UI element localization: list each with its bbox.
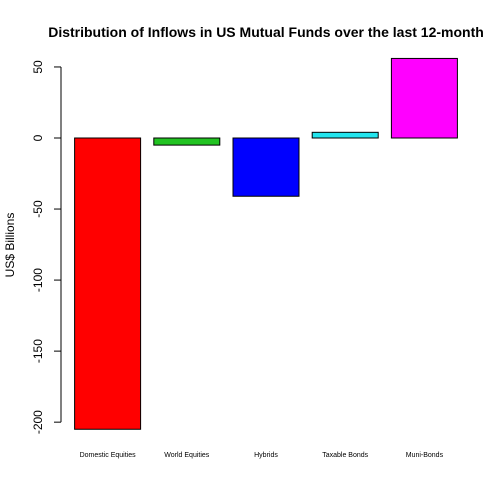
bar <box>232 137 300 197</box>
y-tick-label: 50 <box>31 60 45 74</box>
y-axis: 50 0 -50 -100 -150 -200 <box>31 60 62 434</box>
bar <box>311 131 379 139</box>
x-category-label: Domestic Equities <box>80 452 137 459</box>
x-category-label: World Equities <box>164 452 210 459</box>
chart-title: Distribution of Inflows in US Mutual Fun… <box>48 24 484 40</box>
y-tick-label: -150 <box>31 339 45 363</box>
y-tick-label: -200 <box>31 410 45 434</box>
x-category-label: Taxable Bonds <box>322 452 368 459</box>
y-tick-label: -100 <box>31 268 45 292</box>
x-category-label: Hybrids <box>254 452 278 459</box>
x-category-label: Muni-Bonds <box>406 452 444 459</box>
bar <box>74 137 142 430</box>
y-axis-label: US$ Billions <box>3 213 17 278</box>
bar <box>390 57 458 139</box>
y-tick-label: 0 <box>31 134 45 141</box>
bar <box>153 137 221 146</box>
x-category-labels: Domestic Equities World Equities Hybrids Ta… <box>80 452 444 459</box>
bars <box>74 57 458 430</box>
y-tick-label: -50 <box>31 200 45 218</box>
